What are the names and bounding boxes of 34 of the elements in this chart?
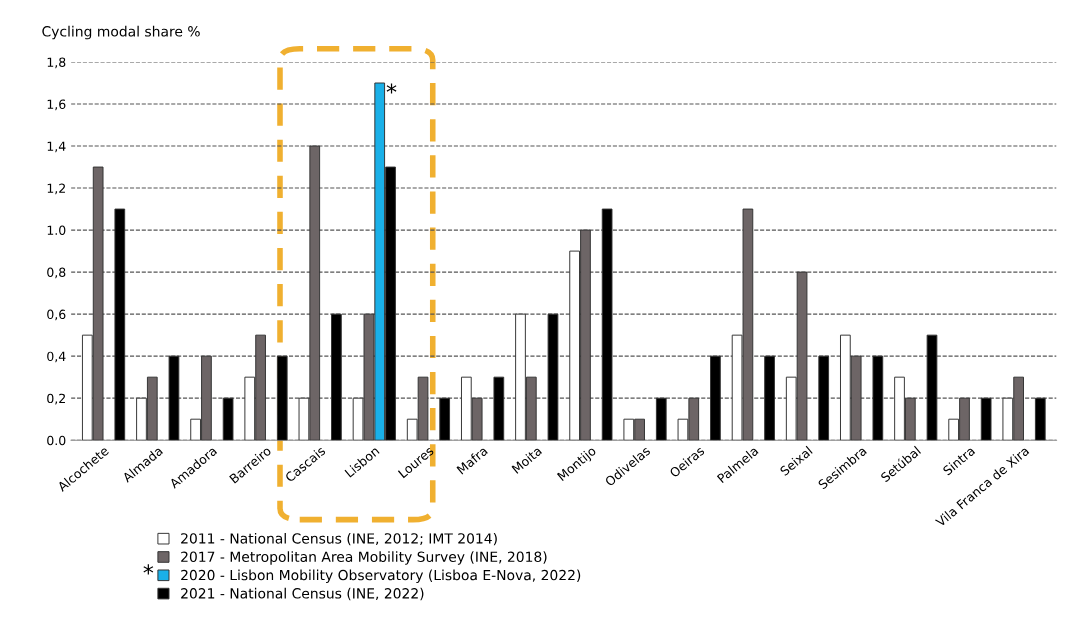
y-tick-label: 0,4	[47, 351, 66, 363]
bar	[1034, 397, 1046, 441]
y-tick-label: 0.0	[47, 435, 66, 446]
legend-label: 2011 - National Census (INE, 2012; IMT 2014)	[181, 532, 497, 546]
legend-label: 2017 - Metropolitan Area Mobility Survey (INE, 2018)	[181, 551, 547, 565]
bar	[222, 397, 234, 441]
legend-label: 2020 - Lisbon Mobility Observatory (Lisboa E-Nova, 2022)	[181, 569, 581, 583]
bar	[872, 355, 884, 441]
bar	[710, 355, 721, 441]
y-tick-label: 1.0	[47, 225, 66, 236]
bar	[493, 376, 505, 441]
annotation: *	[386, 83, 397, 94]
bar	[764, 355, 775, 441]
bar	[601, 208, 613, 441]
text: *	[143, 564, 154, 575]
y-tick-label: 1,6	[47, 99, 66, 111]
bar	[331, 313, 342, 441]
legend-label: 2021 - National Census (INE, 2022)	[181, 587, 424, 601]
bar	[114, 208, 126, 441]
bar	[276, 355, 288, 441]
y-tick-label: 1,8	[47, 57, 66, 69]
y-axis-title: Cycling modal share %	[42, 25, 200, 40]
bar	[168, 355, 180, 441]
y-tick-label: 0,6	[47, 309, 66, 321]
bar	[926, 334, 938, 441]
y-tick-label: 1,2	[47, 183, 65, 195]
bar	[655, 397, 667, 441]
y-tick-label: 1,4	[47, 141, 66, 153]
bar	[980, 397, 992, 441]
y-tick-label: 0,8	[47, 267, 66, 279]
bar	[547, 313, 559, 441]
bar	[818, 355, 830, 441]
y-tick-label: 0,2	[47, 393, 65, 405]
bar	[439, 397, 451, 441]
